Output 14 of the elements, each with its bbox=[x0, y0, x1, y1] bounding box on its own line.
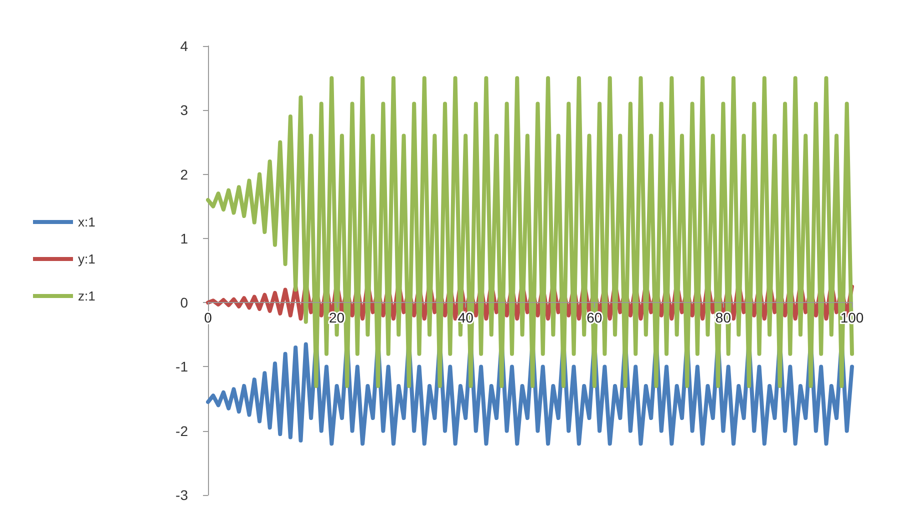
y-tick-label: -2 bbox=[176, 422, 188, 439]
y-tick-label: 1 bbox=[180, 230, 188, 246]
y-tick-label: 3 bbox=[180, 102, 188, 118]
legend-label: x:1 bbox=[78, 214, 96, 230]
y-tick-label: 2 bbox=[180, 166, 188, 182]
x-tick-label: 0 bbox=[204, 310, 212, 326]
x-tick-label: 60 bbox=[586, 310, 602, 326]
y-tick-label: -3 bbox=[176, 487, 188, 503]
y-tick-label: 4 bbox=[180, 38, 188, 54]
legend-label: z:1 bbox=[78, 288, 96, 304]
y-tick-label: -1 bbox=[176, 358, 188, 375]
y-tick-label: 0 bbox=[180, 294, 188, 311]
legend-label: y:1 bbox=[78, 252, 96, 266]
x-tick-label: 20 bbox=[329, 310, 345, 326]
